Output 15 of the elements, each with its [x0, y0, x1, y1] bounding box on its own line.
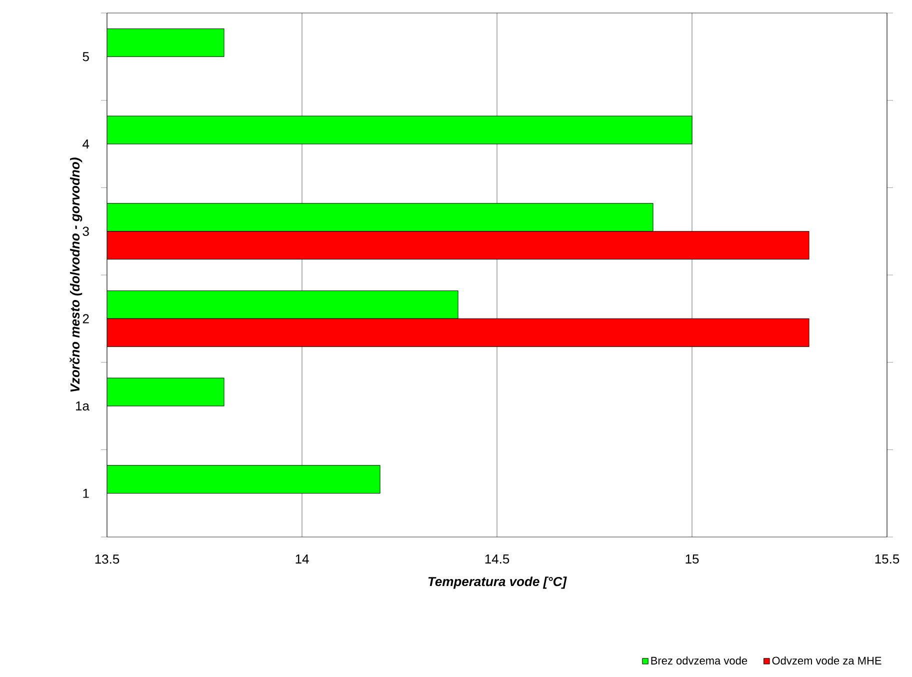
x-axis-title: Temperatura vode [°C]: [428, 576, 567, 589]
x-tick-label: 14.5: [485, 554, 510, 564]
x-tick-label: 15: [686, 554, 699, 564]
x-tick-label: 15.5: [875, 554, 900, 564]
y-tick-label: 5: [82, 52, 89, 62]
y-tick-label: 1: [83, 488, 89, 498]
x-tick-label: 14: [296, 554, 309, 564]
legend-label: Brez odvzema vode: [651, 656, 748, 665]
y-tick-label: 2: [82, 314, 89, 324]
y-axis-title: Vzorčno mesto (dolvodno - gorvodno): [70, 158, 82, 392]
y-tick-label: 1a: [76, 401, 90, 411]
y-tick-label: 4: [82, 140, 90, 148]
legend-label: Odvzem vode za MHE: [772, 656, 882, 665]
y-tick-label: 3: [82, 226, 89, 236]
x-tick-label: 13.5: [95, 554, 120, 564]
